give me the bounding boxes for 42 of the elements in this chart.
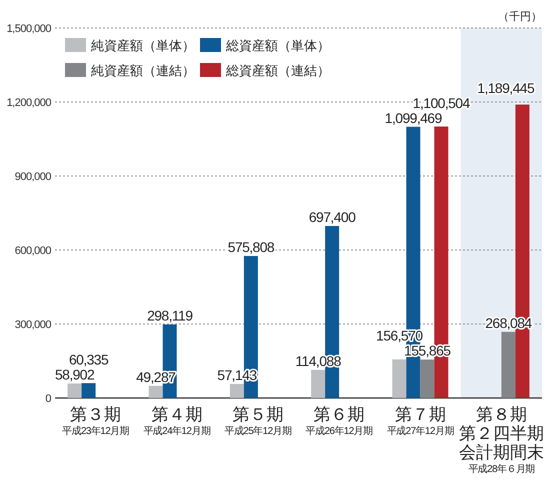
bar [230,384,244,398]
text: 平成25年12月期 [224,425,292,437]
data-label: 58,902 [54,366,95,382]
y-tick-label: 600,000 [14,245,52,257]
data-label: 697,400 [308,208,356,225]
text: （千円） [498,10,542,23]
bar [311,370,326,398]
y-tick-label: 300,000 [14,319,52,331]
text: 会計期間末 [458,443,544,462]
text: 平成24年12月期 [143,425,211,437]
bar [148,386,163,398]
y-tick-label: 1,200,000 [6,97,52,109]
bar [82,383,96,398]
bar [501,332,516,398]
x-tick-label: 第８期 [476,405,527,424]
text: 平成27年12月期 [386,425,454,437]
legend-label: 純資産額（連結） [91,63,195,78]
y-tick-label: 0 [45,393,52,405]
data-label: 60,335 [68,351,109,368]
data-label: 1,100,504 [412,94,470,111]
bar [68,383,82,398]
bar [392,359,406,398]
legend-label: 純資産額（単体） [91,38,195,53]
text: 第２四半期 [458,424,544,443]
text: 平成28年６月期 [468,463,536,475]
data-label: 1,189,445 [477,80,535,96]
data-label: 1,099,469 [384,110,442,126]
x-tick-label: 第４期 [151,405,202,424]
x-tick-label: 第７期 [394,405,446,424]
y-tick-label: 1,500,000 [6,23,52,35]
text: 平成23年12月期 [62,425,130,437]
data-label: 155,865 [404,342,452,359]
x-tick-label: 第５期 [232,405,284,424]
y-tick-label: 900,000 [14,171,52,183]
x-tick-label: 第６期 [314,405,365,424]
legend-label: 総資産額（連結） [225,63,330,78]
x-tick-label: 第３期 [70,405,122,424]
data-label: 575,808 [228,238,275,255]
text: 平成26年12月期 [306,425,374,437]
data-label: 298,119 [147,307,194,324]
bar [420,360,434,398]
legend-label: 総資産額（単体） [225,38,330,53]
